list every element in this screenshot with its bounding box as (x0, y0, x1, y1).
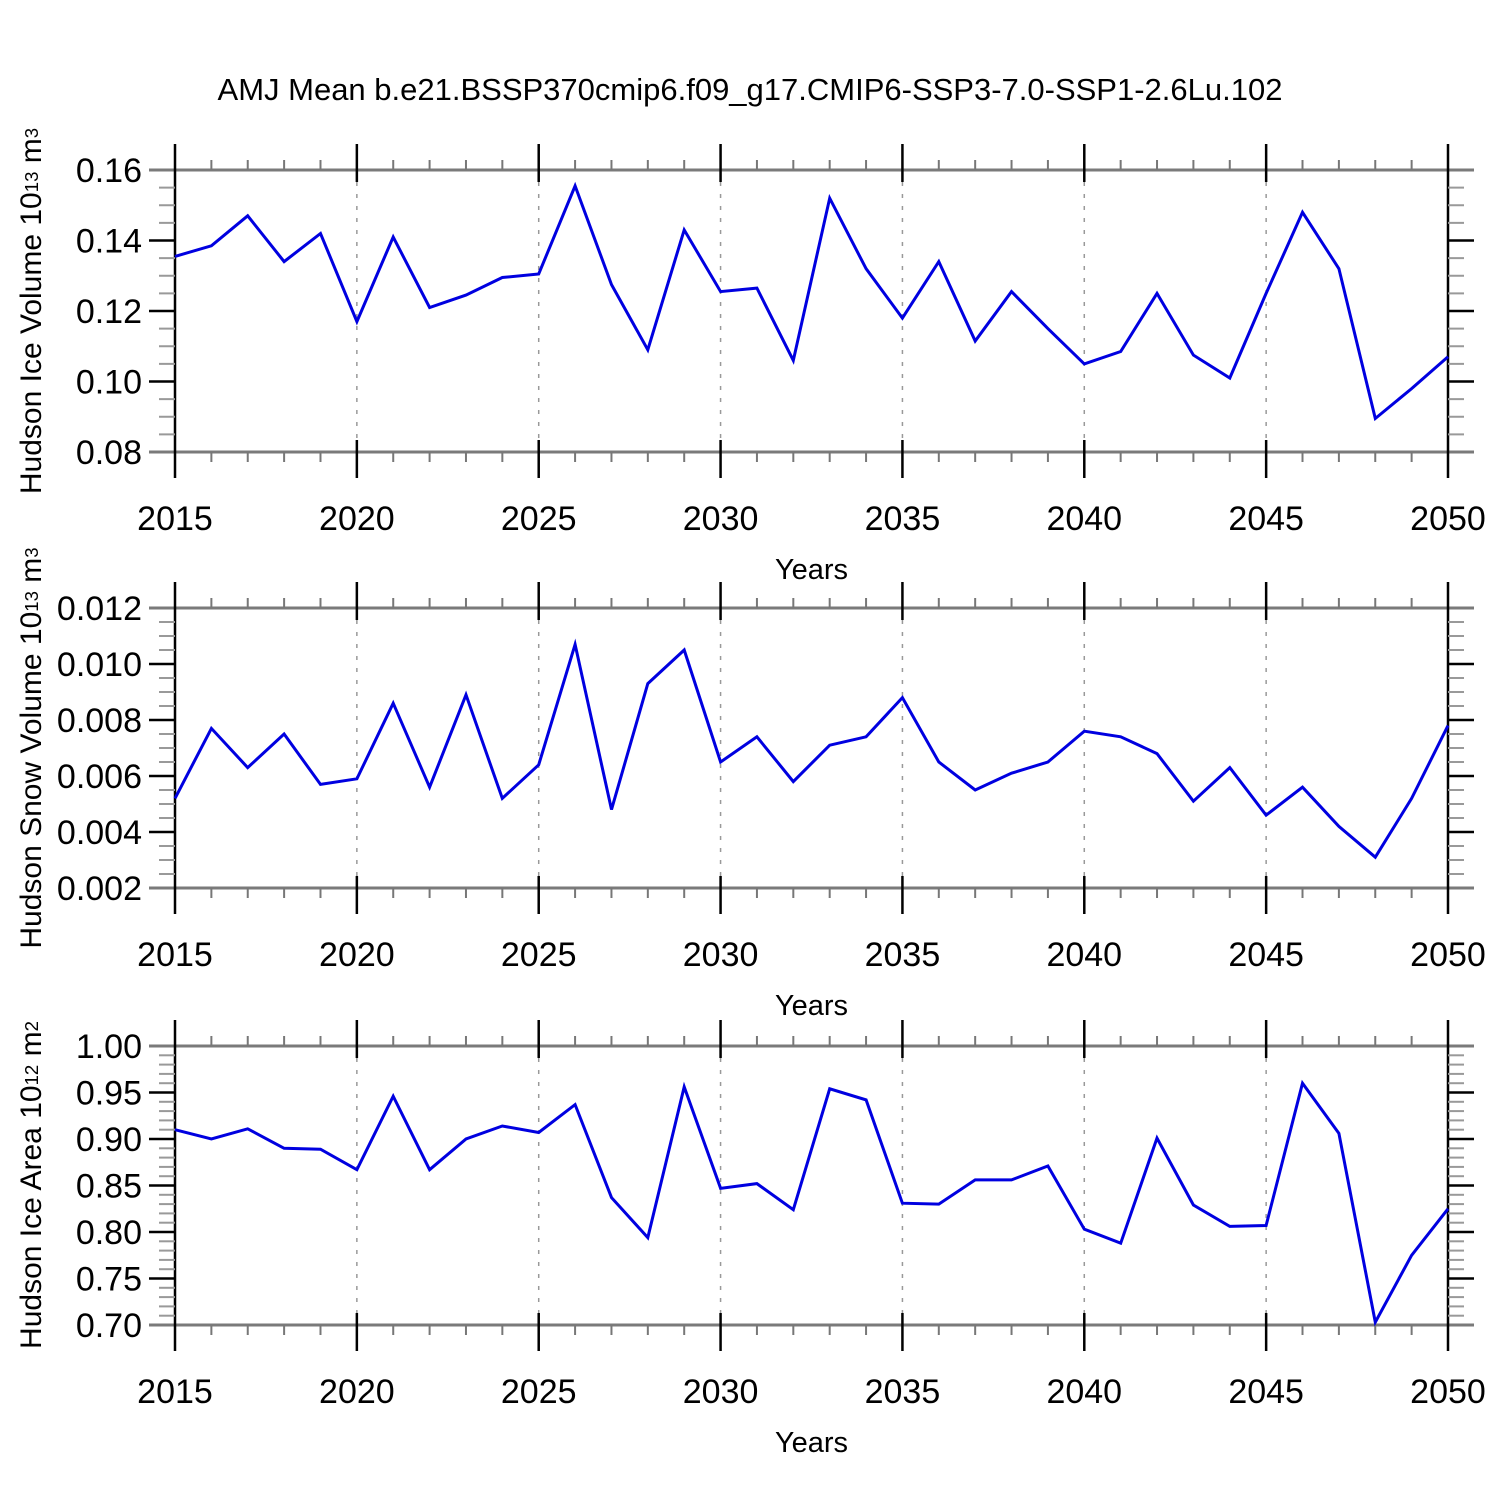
hudson-ice-volume-line (174, 181, 1449, 422)
x-tick-label: 2025 (501, 936, 577, 974)
x-axis-title: Years (775, 1427, 848, 1459)
x-tick-label: 2015 (137, 1373, 213, 1411)
x-tick-label: 2050 (1410, 1373, 1486, 1411)
x-tick-label: 2030 (683, 936, 759, 974)
x-tick-label: 2050 (1410, 500, 1486, 538)
y-tick-label: 0.08 (76, 434, 142, 472)
x-tick-label: 2040 (1046, 936, 1122, 974)
chart-title: AMJ Mean b.e21.BSSP370cmip6.f09_g17.CMIP… (217, 72, 1283, 107)
x-tick-label: 2025 (501, 1373, 577, 1411)
x-tick-label: 2045 (1228, 936, 1304, 974)
y-tick-label: 0.14 (76, 223, 142, 261)
y-tick-label: 0.90 (76, 1121, 142, 1159)
x-tick-label: 2035 (865, 936, 941, 974)
x-tick-label: 2045 (1228, 1373, 1304, 1411)
x-tick-label: 2040 (1046, 500, 1122, 538)
x-axis-title: Years (775, 554, 848, 586)
panel-hudson-snow-volume: 2015 2020 2025 2030 2035 2040 2045 2050 0.002 0.0… (57, 582, 1486, 1022)
y-tick-label: 0.16 (76, 152, 142, 190)
y-tick-label: 0.75 (76, 1261, 142, 1299)
panel-hudson-ice-area: 2015 2020 2025 2030 2035 2040 2045 2050 0.70 0.75… (76, 1020, 1486, 1459)
x-tick-label: 2035 (865, 1373, 941, 1411)
y-tick-label: 0.012 (57, 590, 142, 628)
y-tick-label: 0.010 (57, 646, 142, 684)
y-tick-label: 0.10 (76, 364, 142, 402)
x-tick-label: 2035 (865, 500, 941, 538)
y-tick-label: 1.00 (76, 1028, 142, 1066)
y-tick-label: 0.12 (76, 293, 142, 331)
x-tick-label: 2030 (683, 1373, 759, 1411)
hudson-ice-area-line (174, 1079, 1450, 1327)
hudson-snow-volume-line (173, 638, 1450, 860)
y-tick-label: 0.70 (76, 1307, 142, 1345)
x-tick-label: 2020 (319, 1373, 395, 1411)
x-tick-label: 2015 (137, 936, 213, 974)
x-tick-label: 2040 (1046, 1373, 1122, 1411)
y-tick-label: 0.95 (76, 1075, 142, 1113)
y-tick-label: 0.004 (57, 814, 142, 852)
x-tick-label: 2020 (319, 936, 395, 974)
x-axis-title: Years (775, 990, 848, 1022)
x-tick-label: 2015 (137, 500, 213, 538)
x-tick-label: 2045 (1228, 500, 1304, 538)
y-tick-label: 0.80 (76, 1214, 142, 1252)
x-tick-label: 2030 (683, 500, 759, 538)
y-tick-label: 0.85 (76, 1168, 142, 1206)
panel-hudson-ice-volume: 2015 2020 2025 2030 2035 2040 2045 2050 0.08 0.10… (76, 144, 1486, 586)
y-tick-label: 0.002 (57, 870, 142, 908)
x-tick-label: 2050 (1410, 936, 1486, 974)
y-tick-label: 0.008 (57, 702, 142, 740)
y-tick-label: 0.006 (57, 758, 142, 796)
x-tick-label: 2025 (501, 500, 577, 538)
x-tick-label: 2020 (319, 500, 395, 538)
